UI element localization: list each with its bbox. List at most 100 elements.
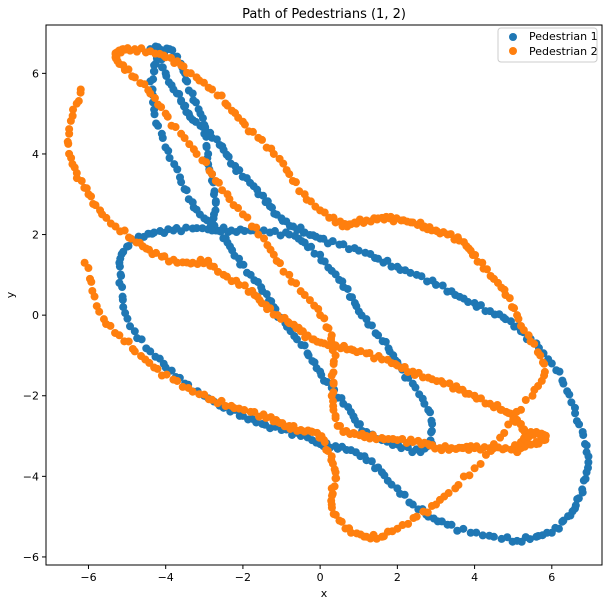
- data-point-interp: [202, 143, 211, 152]
- data-point-interp: [540, 359, 549, 368]
- data-point-interp: [573, 495, 582, 504]
- data-point-interp: [343, 284, 352, 293]
- data-point-interp: [240, 120, 249, 129]
- data-point-interp: [329, 368, 338, 377]
- data-point: [335, 516, 344, 525]
- data-point-interp: [508, 537, 517, 546]
- data-point: [209, 190, 218, 199]
- x-tick-label: 4: [471, 571, 478, 584]
- data-point-interp: [167, 121, 176, 130]
- data-point-interp: [329, 510, 338, 519]
- series-1: [115, 42, 593, 546]
- data-point-interp: [144, 86, 153, 95]
- data-point-interp: [332, 474, 341, 483]
- data-point: [254, 230, 263, 239]
- data-point-interp: [151, 352, 160, 361]
- data-point-interp: [128, 72, 137, 81]
- data-point-interp: [186, 69, 195, 78]
- data-point-interp: [512, 407, 521, 416]
- data-point-interp: [409, 514, 418, 523]
- data-point-interp: [64, 139, 73, 148]
- data-point: [431, 280, 440, 289]
- x-tick-label: 2: [394, 571, 401, 584]
- data-point: [246, 407, 255, 416]
- data-point-interp: [427, 501, 436, 510]
- data-point-interp: [426, 408, 435, 417]
- data-point-interp: [339, 240, 348, 249]
- data-point-interp: [367, 321, 376, 330]
- data-point-interp: [482, 265, 491, 274]
- data-point-interp: [328, 237, 337, 246]
- data-point-interp: [229, 201, 238, 210]
- data-point-interp: [310, 301, 319, 310]
- data-point-interp: [150, 67, 159, 76]
- legend: Pedestrian 1 Pedestrian 2: [497, 27, 598, 63]
- data-point-interp: [191, 98, 200, 107]
- data-point-interp: [259, 191, 268, 200]
- data-point-interp: [496, 433, 505, 442]
- data-point-interp: [263, 241, 272, 250]
- data-point-interp: [111, 328, 120, 337]
- y-tick-label: 6: [32, 67, 39, 80]
- data-point: [161, 109, 170, 118]
- data-point-interp: [333, 421, 342, 430]
- y-tick-label: −2: [23, 390, 39, 403]
- data-point: [420, 399, 429, 408]
- data-point-interp: [582, 441, 591, 450]
- data-point: [285, 170, 294, 179]
- data-point-interp: [327, 342, 336, 351]
- data-point-interp: [198, 114, 207, 123]
- data-point-interp: [322, 323, 331, 332]
- x-tick-label: −6: [80, 571, 96, 584]
- data-point-interp: [224, 152, 233, 161]
- data-point-interp: [341, 524, 350, 533]
- data-point-interp: [175, 173, 184, 182]
- data-point-interp: [427, 428, 436, 437]
- data-point-interp: [329, 378, 338, 387]
- data-point-interp: [476, 301, 485, 310]
- data-point-interp: [102, 213, 111, 222]
- data-point-interp: [205, 167, 214, 176]
- data-point-interp: [510, 304, 519, 313]
- x-tick-label: −4: [158, 571, 174, 584]
- data-point-interp: [133, 334, 142, 343]
- data-point-interp: [381, 337, 390, 346]
- data-point: [165, 153, 174, 162]
- data-point: [119, 303, 128, 312]
- data-point-interp: [192, 224, 201, 233]
- data-point: [235, 280, 244, 289]
- data-point-interp: [404, 373, 413, 382]
- data-point-interp: [124, 242, 133, 250]
- data-point-interp: [514, 314, 523, 323]
- data-point: [316, 311, 325, 320]
- data-point-interp: [179, 62, 188, 71]
- x-axis-label: x: [321, 587, 328, 600]
- data-point-interp: [405, 498, 414, 507]
- data-point-interp: [168, 46, 177, 55]
- data-point-interp: [158, 63, 167, 72]
- data-point-interp: [118, 292, 127, 301]
- x-axis-ticks: −6 −4 −2 0 2 4 6: [80, 565, 555, 584]
- data-point-interp: [459, 472, 468, 481]
- data-point-interp: [152, 248, 161, 257]
- data-point-interp: [307, 242, 316, 251]
- data-point: [524, 331, 533, 340]
- data-point-interp: [320, 208, 329, 217]
- data-point-interp: [240, 227, 249, 236]
- data-point-interp: [371, 464, 380, 473]
- data-point-interp: [120, 337, 129, 346]
- data-point-interp: [126, 322, 135, 331]
- data-point: [470, 464, 479, 473]
- data-point-interp: [565, 390, 574, 399]
- data-point-interp: [296, 287, 305, 296]
- data-point-interp: [137, 352, 146, 361]
- data-point-interp: [519, 326, 528, 335]
- data-point-interp: [417, 272, 426, 281]
- data-point-interp: [365, 349, 374, 358]
- data-point-interp: [260, 234, 268, 243]
- data-point-interp: [202, 132, 211, 141]
- data-point: [65, 129, 74, 138]
- data-point-interp: [287, 277, 296, 286]
